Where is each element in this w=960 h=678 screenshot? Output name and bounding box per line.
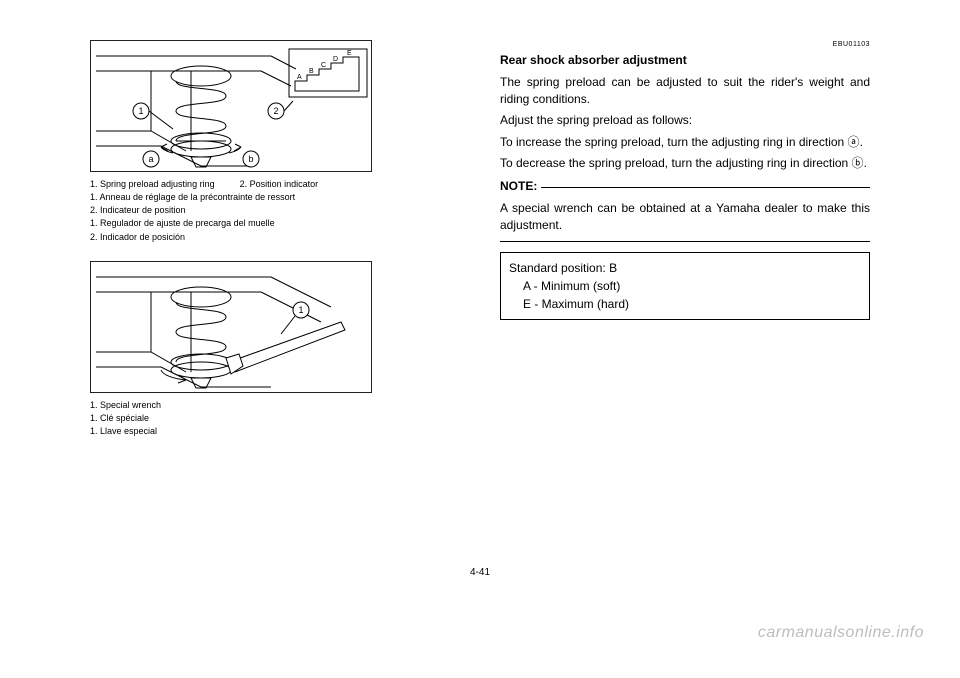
p3-text-b: . xyxy=(860,135,863,149)
box-line-1: Standard position: B xyxy=(509,259,861,277)
fig1-es-2: 2. Indicador de posición xyxy=(90,231,460,243)
two-column-layout: A B C D E 1 2 xyxy=(90,40,870,438)
page-number: 4-41 xyxy=(0,567,960,578)
fig1-en-2: 2. Position indicator xyxy=(240,179,319,189)
p4-text-a: To decrease the spring preload, turn the… xyxy=(500,156,852,170)
left-column: A B C D E 1 2 xyxy=(90,40,460,438)
paragraph-3: To increase the spring preload, turn the… xyxy=(500,134,870,151)
fig1-caption-row-en: 1. Spring preload adjusting ring 2. Posi… xyxy=(90,178,460,190)
fig2-es: 1. Llave especial xyxy=(90,425,460,437)
standard-position-box: Standard position: B A - Minimum (soft) … xyxy=(500,252,870,320)
figure1-captions: 1. Spring preload adjusting ring 2. Posi… xyxy=(90,178,460,243)
callout-b: b xyxy=(248,154,253,164)
p3-text-a: To increase the spring preload, turn the… xyxy=(500,135,848,149)
document-id: EBU01103 xyxy=(500,40,870,50)
note-label: NOTE: xyxy=(500,178,537,195)
p4-text-b: . xyxy=(864,156,867,170)
label-B: B xyxy=(309,68,314,75)
fig1-en-1: 1. Spring preload adjusting ring xyxy=(90,179,215,189)
figure-preload-ring: A B C D E 1 2 xyxy=(90,40,372,172)
callout-2: 2 xyxy=(273,106,278,116)
watermark: carmanualsonline.info xyxy=(758,624,924,642)
figure2-wrapper: 1 1. Special wrench 1. Clé spéciale 1. L… xyxy=(90,261,460,437)
fig1-fr-1: 1. Anneau de réglage de la précontrainte… xyxy=(90,191,460,203)
fig2-en: 1. Special wrench xyxy=(90,399,460,411)
paragraph-4: To decrease the spring preload, turn the… xyxy=(500,155,870,172)
note-text: A special wrench can be obtained at a Ya… xyxy=(500,200,870,235)
callout-a: a xyxy=(148,154,153,164)
fig1-fr-2: 2. Indicateur de position xyxy=(90,204,460,216)
label-D: D xyxy=(333,56,338,63)
figure-special-wrench: 1 xyxy=(90,261,372,393)
paragraph-1: The spring preload can be adjusted to su… xyxy=(500,74,870,109)
manual-page: A B C D E 1 2 xyxy=(0,0,960,678)
note-rule xyxy=(541,187,870,188)
box-line-2: A - Minimum (soft) xyxy=(509,277,861,295)
label-A: A xyxy=(297,74,302,81)
note-heading-row: NOTE: xyxy=(500,178,870,195)
fig2-fr: 1. Clé spéciale xyxy=(90,412,460,424)
section-title: Rear shock absorber adjustment xyxy=(500,52,870,69)
label-E: E xyxy=(347,50,352,57)
label-C: C xyxy=(321,62,326,69)
figure2-svg: 1 xyxy=(91,262,371,392)
figure1-svg: A B C D E 1 2 xyxy=(91,41,371,171)
right-column: EBU01103 Rear shock absorber adjustment … xyxy=(500,40,870,438)
fig2-callout-1: 1 xyxy=(298,305,303,315)
paragraph-2: Adjust the spring preload as follows: xyxy=(500,112,870,129)
circled-b: ⓑ xyxy=(852,156,864,170)
callout-1: 1 xyxy=(138,106,143,116)
note-end-rule xyxy=(500,241,870,242)
fig1-es-1: 1. Regulador de ajuste de precarga del m… xyxy=(90,217,460,229)
box-line-3: E - Maximum (hard) xyxy=(509,295,861,313)
circled-a: ⓐ xyxy=(848,135,860,149)
